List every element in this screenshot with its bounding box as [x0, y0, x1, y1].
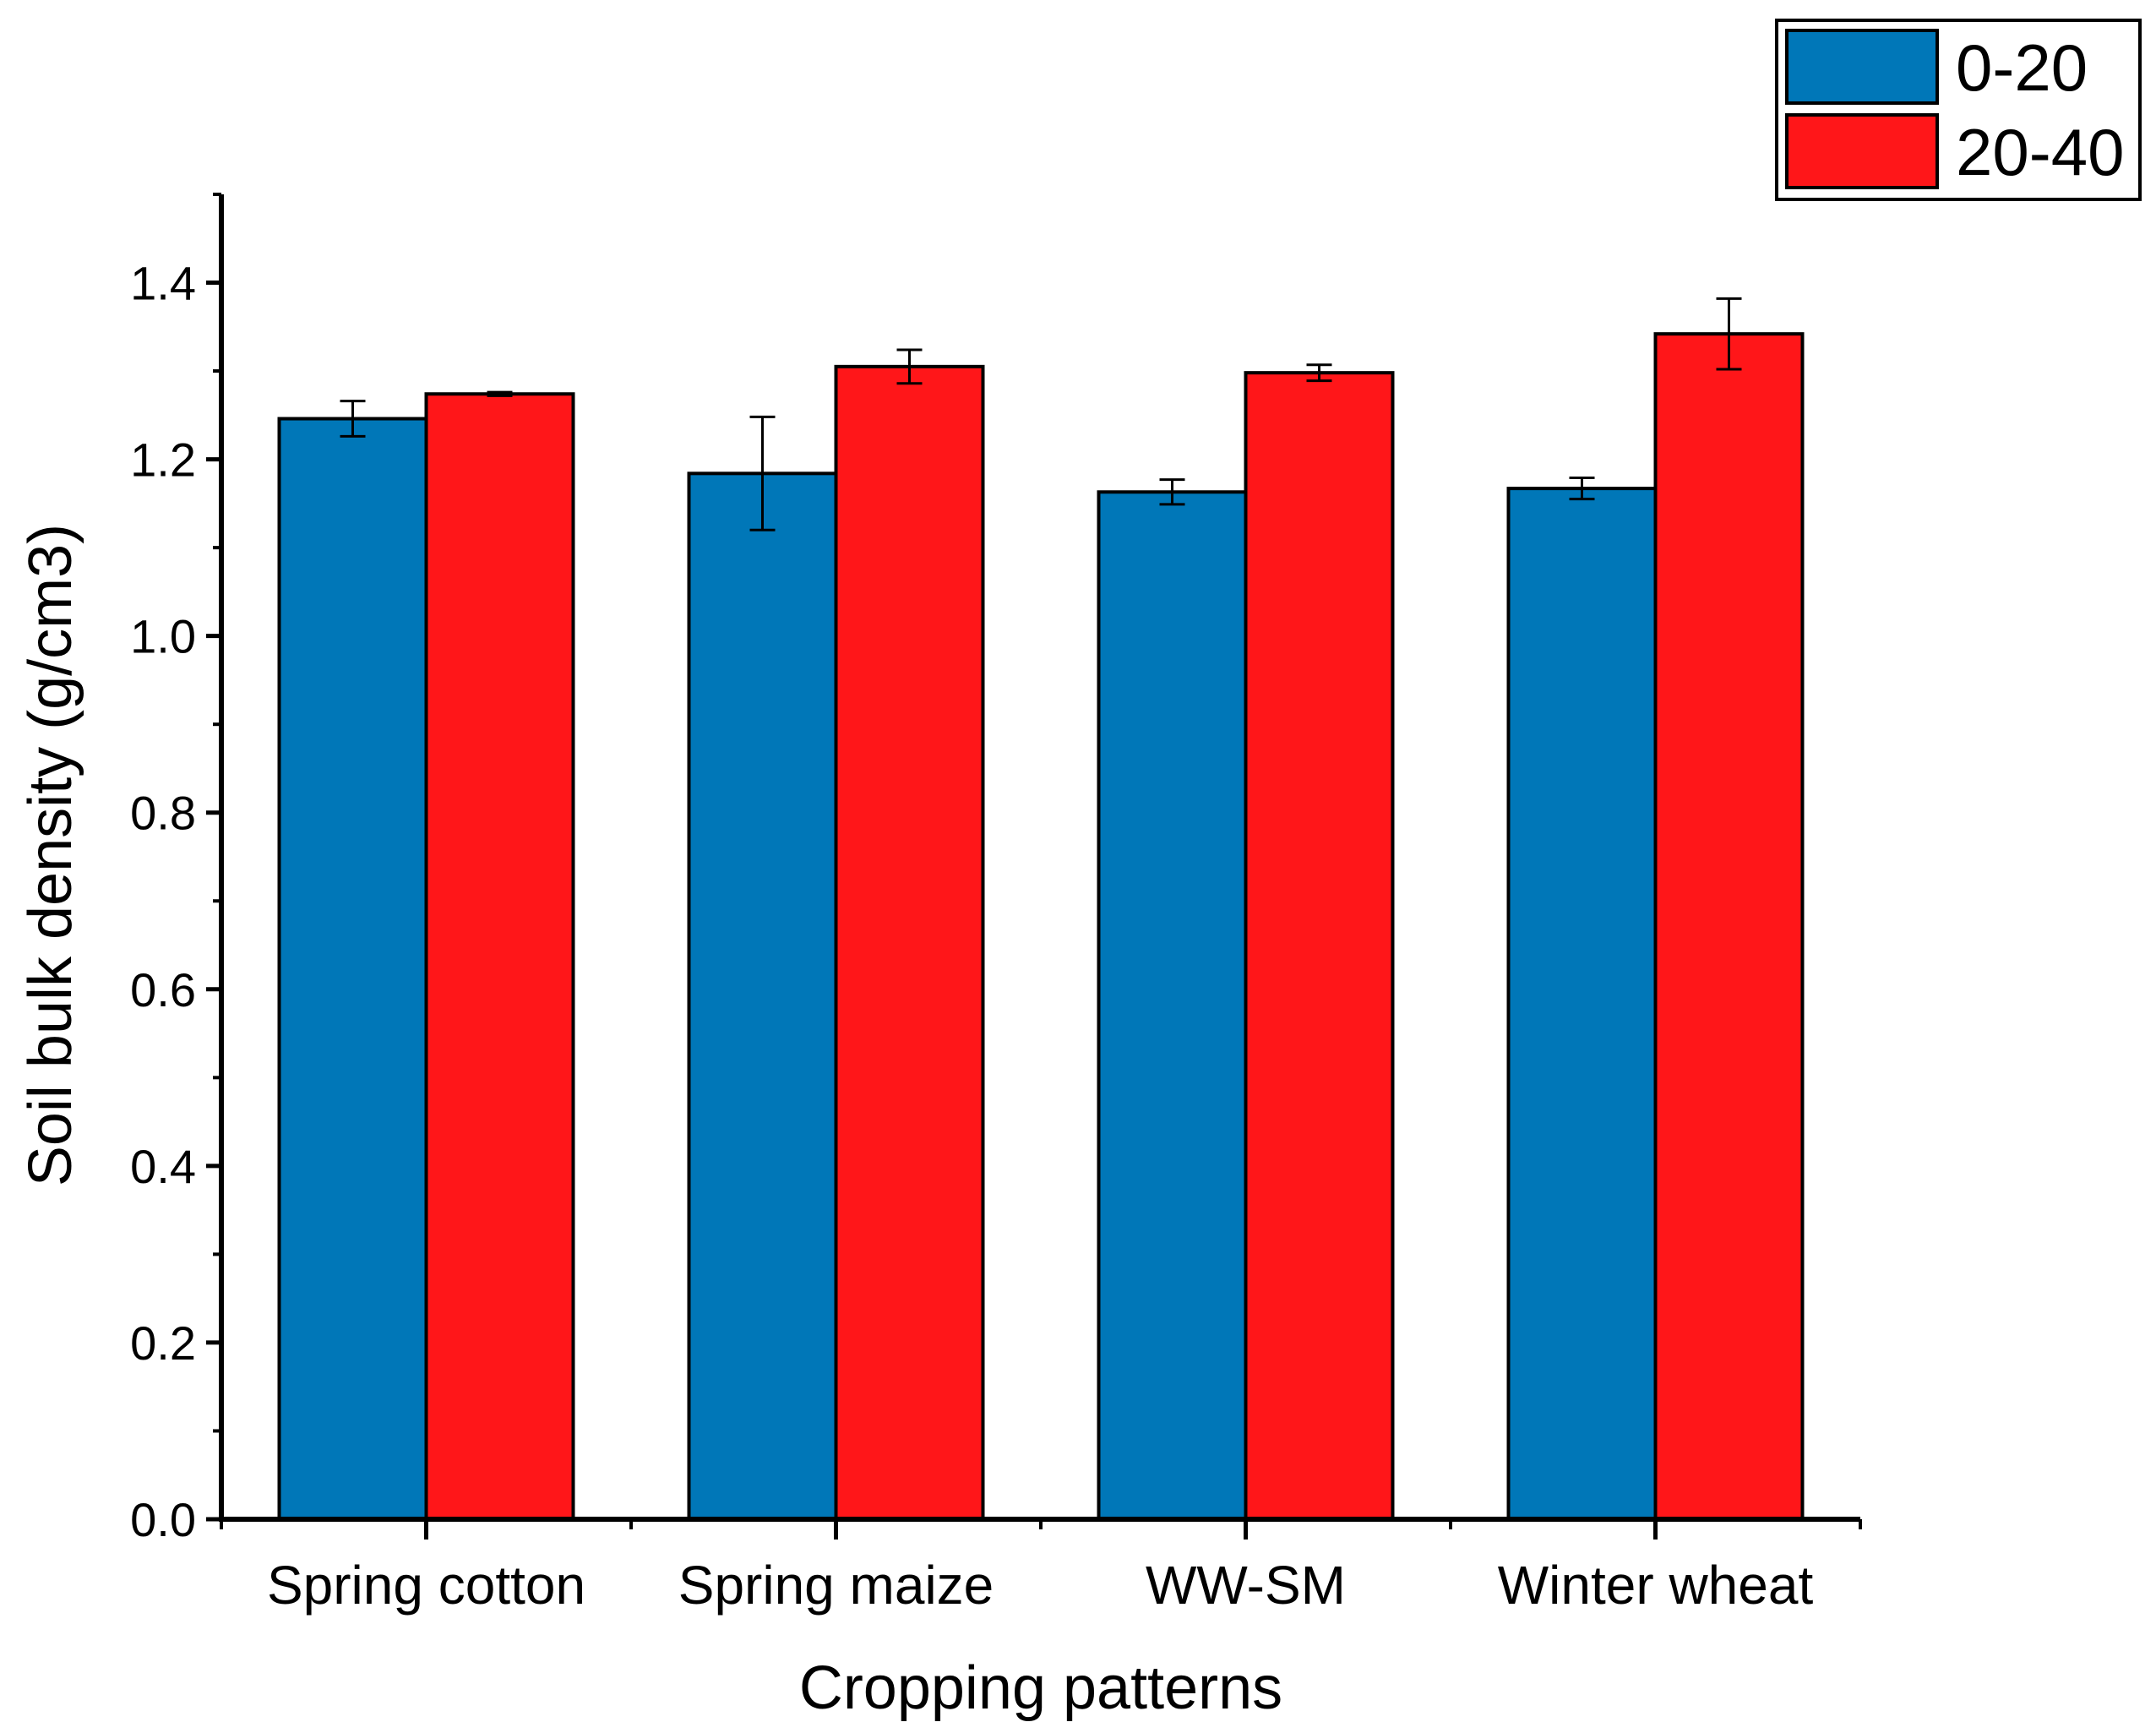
legend-label-0-20: 0-20: [1956, 30, 2088, 105]
x-tick-label-spring-cotton: Spring cotton: [267, 1555, 585, 1616]
legend: 0-20 20-40: [1775, 19, 2142, 201]
legend-swatch-0-20: [1785, 29, 1939, 105]
bar-20-40-ww-sm: [1244, 371, 1395, 1521]
bar-0-20-winter-wheat: [1506, 487, 1658, 1522]
bars-layer: [277, 332, 1805, 1522]
y-tick-label: 1.2: [130, 433, 196, 487]
x-tick-label-winter-wheat: Winter wheat: [1498, 1555, 1814, 1616]
y-tick-label: 1.4: [130, 257, 196, 310]
x-tick-label-spring-maize: Spring maize: [678, 1555, 994, 1616]
y-tick-label: 0.8: [130, 787, 196, 840]
bar-0-20-spring-maize: [687, 471, 838, 1521]
bar-20-40-winter-wheat: [1653, 332, 1805, 1521]
error-bar-20-40-ww-sm: [1306, 363, 1332, 383]
x-axis-title: Cropping patterns: [799, 1654, 1282, 1722]
error-bar-0-20-winter-wheat: [1569, 477, 1595, 501]
bar-20-40-spring-maize: [834, 364, 985, 1522]
bar-0-20-ww-sm: [1097, 490, 1248, 1521]
error-bar-20-40-winter-wheat: [1716, 297, 1742, 371]
error-bar-20-40-spring-cotton: [487, 390, 513, 397]
y-tick-label: 0.6: [130, 963, 196, 1016]
error-bar-0-20-spring-maize: [749, 415, 776, 531]
error-bars-layer: [340, 297, 1742, 531]
legend-label-20-40: 20-40: [1956, 115, 2125, 189]
error-bar-20-40-spring-maize: [896, 348, 923, 385]
y-axis-title: Soil bulk density (g/cm3): [17, 524, 84, 1186]
x-tick-label-ww-sm: WW-SM: [1146, 1555, 1346, 1616]
y-tick-label: 1.0: [130, 610, 196, 663]
error-bar-0-20-ww-sm: [1159, 478, 1185, 506]
y-tick-label: 0.0: [130, 1493, 196, 1546]
legend-swatch-20-40: [1785, 113, 1939, 189]
bar-20-40-spring-cotton: [424, 392, 575, 1521]
y-tick-label: 0.4: [130, 1140, 196, 1193]
x-ticks: Spring cotton Spring maize WW-SM Winter whe…: [220, 1519, 1862, 1616]
y-tick-label: 0.2: [130, 1316, 196, 1370]
bar-0-20-spring-cotton: [277, 417, 428, 1522]
error-bar-0-20-spring-cotton: [340, 400, 366, 438]
y-ticks: 0.0 0.2 0.4 0.6 0.8 1.0 1.2 1.4: [130, 193, 221, 1546]
